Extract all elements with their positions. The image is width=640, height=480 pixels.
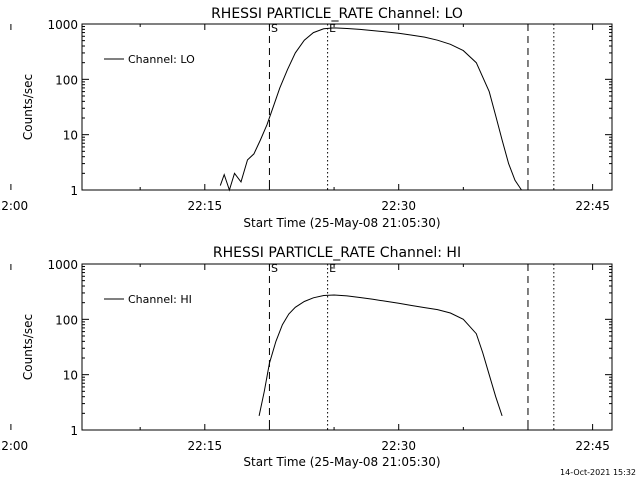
x-tick-label: 22:15 — [188, 439, 223, 453]
y-axis-label: Counts/sec — [21, 74, 35, 140]
chart-title: RHESSI PARTICLE_RATE Channel: HI — [213, 245, 461, 261]
y-tick-label: 1 — [70, 424, 78, 438]
chart-title: RHESSI PARTICLE_RATE Channel: LO — [211, 6, 463, 22]
x-tick-label: 22:45 — [575, 199, 610, 213]
x-axis-label: Start Time (25-May-08 21:05:30) — [243, 216, 440, 230]
x-tick-label: 22:00 — [0, 439, 28, 453]
timestamp-stamp: 14-Oct-2021 15:32 — [560, 468, 636, 477]
y-tick-label: 100 — [55, 313, 78, 327]
x-tick-label: 22:00 — [0, 199, 28, 213]
x-tick-label: 22:45 — [575, 439, 610, 453]
marker-label: S — [271, 22, 278, 35]
y-tick-label: 100 — [55, 73, 78, 87]
chart-panel-lo: RHESSI PARTICLE_RATE Channel: LO21:1521:… — [0, 6, 613, 230]
x-tick-label: 22:30 — [381, 439, 416, 453]
y-axis-label: Counts/sec — [21, 314, 35, 380]
y-tick-label: 1000 — [47, 18, 78, 32]
y-tick-label: 10 — [63, 129, 78, 143]
x-axis-label: Start Time (25-May-08 21:05:30) — [243, 455, 440, 469]
x-tick-label: 22:15 — [188, 199, 223, 213]
plot-frame — [81, 263, 613, 431]
series-line — [219, 27, 522, 192]
marker-label: E — [329, 262, 336, 275]
y-tick-label: 10 — [63, 369, 78, 383]
series-line — [258, 294, 503, 417]
y-tick-label: 1000 — [47, 258, 78, 272]
y-tick-label: 1 — [70, 184, 78, 198]
legend-label: Channel: LO — [128, 53, 195, 66]
marker-label: S — [271, 262, 278, 275]
legend-label: Channel: HI — [128, 293, 192, 306]
chart-panel-hi: RHESSI PARTICLE_RATE Channel: HI21:1521:… — [0, 245, 613, 469]
x-tick-label: 22:30 — [381, 199, 416, 213]
plot-frame — [81, 23, 613, 191]
